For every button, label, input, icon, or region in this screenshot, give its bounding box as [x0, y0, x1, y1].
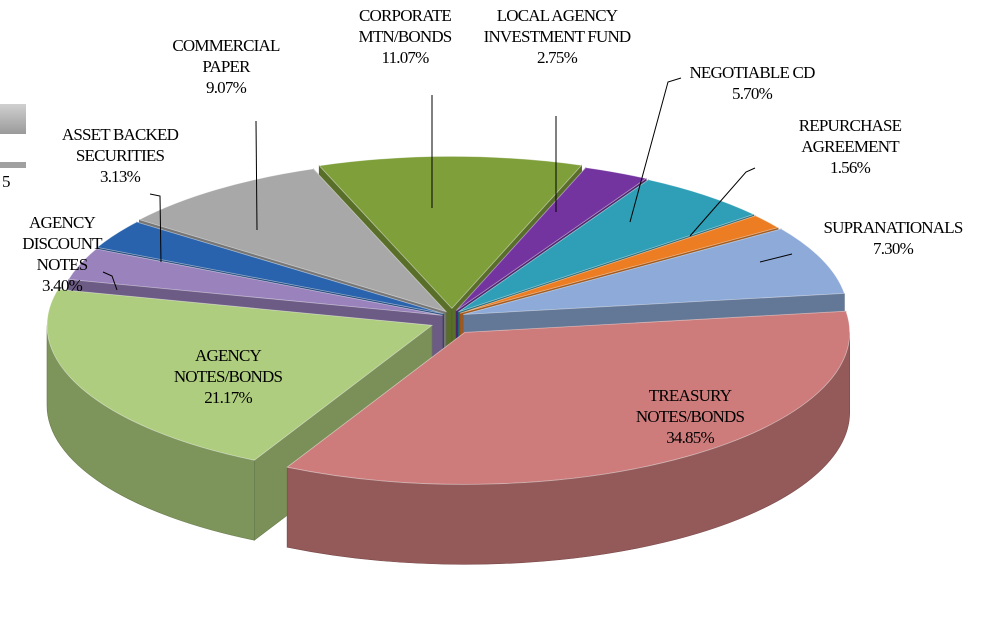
- slice: [458, 179, 755, 313]
- category-label: AGENCY DISCOUNT NOTES: [22, 213, 102, 274]
- slice: [463, 228, 845, 315]
- cropped-text: 5: [2, 172, 11, 191]
- slice: [286, 310, 851, 485]
- leader-line: [629, 77, 682, 223]
- cropped-bar: [0, 104, 26, 134]
- slice: [46, 288, 434, 461]
- slice: [318, 156, 583, 309]
- slice-label: TREASURY NOTES/BONDS 34.85%: [605, 385, 775, 448]
- leader-line: [255, 120, 258, 231]
- slice-label: AGENCY DISCOUNT NOTES 3.40%: [12, 212, 112, 296]
- value-label: 3.13%: [100, 167, 141, 186]
- value-label: 11.07%: [381, 48, 430, 67]
- leader-line: [149, 193, 162, 263]
- category-label: REPURCHASE AGREEMENT: [798, 116, 902, 156]
- slice-label: SUPRANATIONALS 7.30%: [788, 217, 998, 259]
- leaders: [102, 77, 793, 291]
- leader-line: [102, 271, 118, 291]
- value-label: 3.40%: [42, 276, 83, 295]
- slice: [96, 221, 444, 315]
- category-label: SUPRANATIONALS: [823, 218, 964, 237]
- category-label: ASSET BACKED SECURITIES: [61, 125, 179, 165]
- leader-line: [759, 253, 793, 263]
- slice: [455, 167, 648, 312]
- slice: [67, 248, 443, 316]
- category-label: CORPORATE MTN/BONDS: [358, 6, 453, 46]
- category-label: LOCAL AGENCY INVESTMENT FUND: [483, 6, 632, 46]
- slice-label: NEGOTIABLE CD 5.70%: [657, 62, 847, 104]
- category-label: TREASURY NOTES/BONDS: [635, 386, 745, 426]
- category-label: NEGOTIABLE CD: [689, 63, 815, 82]
- value-label: 7.30%: [873, 239, 914, 258]
- category-label: COMMERCIAL PAPER: [172, 36, 280, 76]
- value-label: 21.17%: [204, 388, 252, 407]
- leader-line: [689, 167, 756, 237]
- slice-label: LOCAL AGENCY INVESTMENT FUND 2.75%: [472, 5, 642, 68]
- slice-label: COMMERCIAL PAPER 9.07%: [151, 35, 301, 98]
- value-label: 5.70%: [732, 84, 773, 103]
- cropped-bar: [0, 162, 26, 168]
- slice-label: REPURCHASE AGREEMENT 1.56%: [775, 115, 925, 178]
- slice-label: CORPORATE MTN/BONDS 11.07%: [335, 5, 475, 68]
- slice-label: ASSET BACKED SECURITIES 3.13%: [30, 124, 210, 187]
- category-label: AGENCY NOTES/BONDS: [173, 346, 283, 386]
- slice: [459, 215, 780, 314]
- slice-label: AGENCY NOTES/BONDS 21.17%: [148, 345, 308, 408]
- value-label: 34.85%: [666, 428, 714, 447]
- pie: [46, 156, 851, 565]
- value-label: 2.75%: [537, 48, 578, 67]
- slice: [138, 168, 448, 313]
- value-label: 1.56%: [830, 158, 871, 177]
- value-label: 9.07%: [206, 78, 247, 97]
